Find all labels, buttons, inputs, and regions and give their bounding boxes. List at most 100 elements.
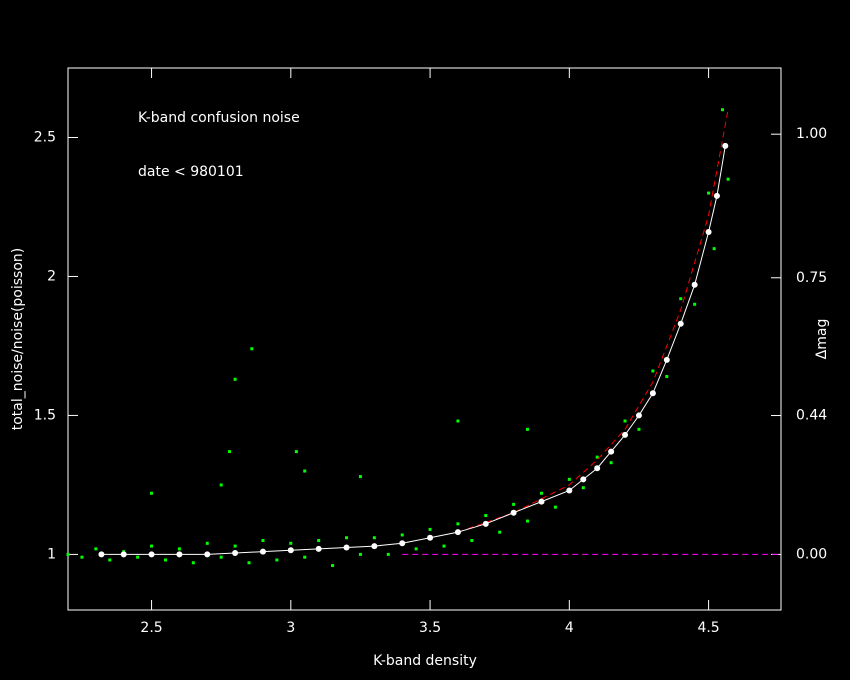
mean-point — [454, 529, 461, 536]
mean-point — [566, 487, 573, 494]
scatter-point — [428, 527, 432, 531]
scatter-point — [623, 419, 627, 423]
scatter-point — [442, 544, 446, 548]
scatter-point — [136, 555, 140, 559]
mean-point — [608, 448, 615, 455]
scatter-point — [66, 552, 70, 556]
scatter-point — [233, 377, 237, 381]
plot-frame — [67, 67, 782, 611]
scatter-point — [150, 544, 154, 548]
scatter-point — [250, 347, 254, 351]
scatter-point — [707, 191, 711, 195]
x-tick-label: 3.5 — [419, 620, 441, 636]
y-tick-label: 2.5 — [34, 129, 56, 145]
scatter-point — [345, 536, 349, 540]
scatter-point — [219, 555, 223, 559]
mean-point — [315, 545, 322, 552]
scatter-point — [498, 530, 502, 534]
y2-tick-label: 0.75 — [796, 270, 827, 286]
scatter-point — [651, 369, 655, 373]
mean-point — [120, 551, 127, 558]
scatter-point — [679, 297, 683, 301]
scatter-point — [289, 541, 293, 545]
mean-point — [594, 465, 601, 472]
mean-point — [635, 412, 642, 419]
mean-point — [232, 550, 239, 557]
y2-tick-label: 0.00 — [796, 546, 827, 562]
scatter-point — [539, 491, 543, 495]
mean-point — [713, 192, 720, 199]
y-axis-label: total_noise/noise(poisson) — [10, 248, 26, 431]
mean-point — [371, 543, 378, 550]
x-axis-label: K-band density — [373, 653, 477, 669]
scatter-point — [693, 302, 697, 306]
mean-point — [259, 548, 266, 555]
scatter-point — [484, 513, 488, 517]
x-tick-label: 4 — [565, 620, 574, 636]
chart-title: K-band confusion noise — [138, 110, 300, 126]
scatter-point — [595, 455, 599, 459]
scatter-point — [80, 555, 84, 559]
mean-point — [176, 551, 183, 558]
y-tick-label: 1 — [47, 546, 56, 562]
scatter-point — [665, 375, 669, 379]
mean-point — [580, 476, 587, 483]
annotation: date < 980101 — [138, 164, 244, 180]
scatter-point — [712, 247, 716, 251]
scatter-point — [191, 561, 195, 565]
scatter-point — [637, 427, 641, 431]
x-tick-label: 4.5 — [697, 620, 719, 636]
scatter-point — [567, 477, 571, 481]
y2-axis-label: Δmag — [814, 319, 830, 360]
scatter-point — [275, 558, 279, 562]
scatter-point — [581, 486, 585, 490]
scatter-point — [372, 536, 376, 540]
scatter-point — [526, 427, 530, 431]
scatter-point — [317, 539, 321, 543]
dashed-line — [457, 109, 729, 533]
scatter-point — [294, 450, 298, 454]
scatter-point — [261, 539, 265, 543]
scatter-point — [228, 450, 232, 454]
mean-point — [649, 390, 656, 397]
scatter-point — [553, 505, 557, 509]
y2-tick-label: 1.00 — [796, 126, 827, 142]
mean-point — [343, 544, 350, 551]
mean-point — [482, 520, 489, 527]
mean-point — [705, 228, 712, 235]
scatter-point — [233, 544, 237, 548]
mean-point — [204, 551, 211, 558]
mean-point — [98, 551, 105, 558]
y2-tick-label: 0.44 — [796, 408, 827, 424]
mean-point — [663, 356, 670, 363]
scatter-point — [247, 561, 251, 565]
scatter-point — [177, 547, 181, 551]
scatter-point — [386, 552, 390, 556]
y-tick-label: 2 — [47, 268, 56, 284]
scatter-point — [470, 539, 474, 543]
mean-point — [722, 142, 729, 149]
scatter-point — [358, 552, 362, 556]
scatter-point — [456, 419, 460, 423]
y-tick-label: 1.5 — [34, 407, 56, 423]
mean-point — [427, 534, 434, 541]
mean-point — [399, 540, 406, 547]
mean-point — [622, 431, 629, 438]
scatter-point — [456, 522, 460, 526]
scatter-point — [150, 491, 154, 495]
scatter-point — [163, 558, 167, 562]
mean-point — [691, 281, 698, 288]
scatter-point — [303, 469, 307, 473]
scatter-point — [526, 519, 530, 523]
scatter-point — [609, 461, 613, 465]
x-tick-label: 2.5 — [140, 620, 162, 636]
scatter-point — [721, 108, 725, 112]
mean-point — [287, 547, 294, 554]
scatter-point — [219, 483, 223, 487]
mean-point — [148, 551, 155, 558]
mean-point — [538, 498, 545, 505]
mean-line — [101, 145, 726, 555]
scatter-point — [331, 564, 335, 568]
scatter-point — [726, 177, 730, 181]
